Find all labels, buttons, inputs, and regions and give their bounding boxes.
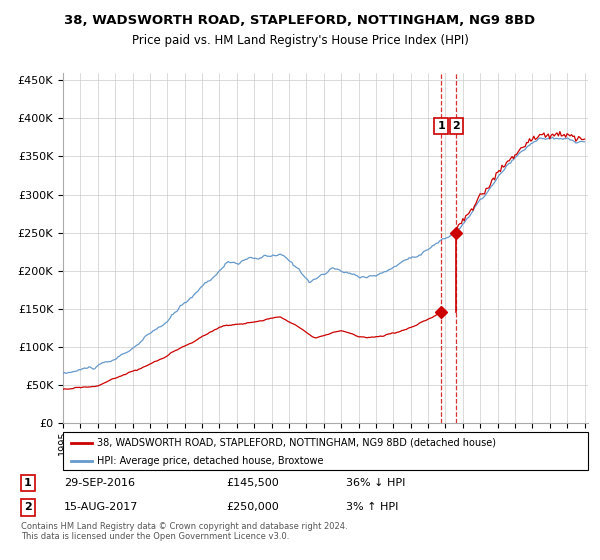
Text: 15-AUG-2017: 15-AUG-2017 [64, 502, 138, 512]
Text: 2: 2 [24, 502, 32, 512]
Text: HPI: Average price, detached house, Broxtowe: HPI: Average price, detached house, Brox… [97, 456, 323, 466]
Text: 29-SEP-2016: 29-SEP-2016 [64, 478, 135, 488]
Text: £145,500: £145,500 [226, 478, 279, 488]
Text: 2: 2 [452, 121, 460, 131]
Text: Contains HM Land Registry data © Crown copyright and database right 2024.
This d: Contains HM Land Registry data © Crown c… [21, 522, 347, 542]
Text: 1: 1 [24, 478, 32, 488]
Text: 38, WADSWORTH ROAD, STAPLEFORD, NOTTINGHAM, NG9 8BD (detached house): 38, WADSWORTH ROAD, STAPLEFORD, NOTTINGH… [97, 437, 496, 447]
FancyBboxPatch shape [63, 432, 588, 470]
Text: 3% ↑ HPI: 3% ↑ HPI [346, 502, 398, 512]
Text: Price paid vs. HM Land Registry's House Price Index (HPI): Price paid vs. HM Land Registry's House … [131, 34, 469, 46]
Text: 36% ↓ HPI: 36% ↓ HPI [346, 478, 405, 488]
Text: 38, WADSWORTH ROAD, STAPLEFORD, NOTTINGHAM, NG9 8BD: 38, WADSWORTH ROAD, STAPLEFORD, NOTTINGH… [64, 14, 536, 27]
Text: 1: 1 [437, 121, 445, 131]
Text: £250,000: £250,000 [226, 502, 279, 512]
